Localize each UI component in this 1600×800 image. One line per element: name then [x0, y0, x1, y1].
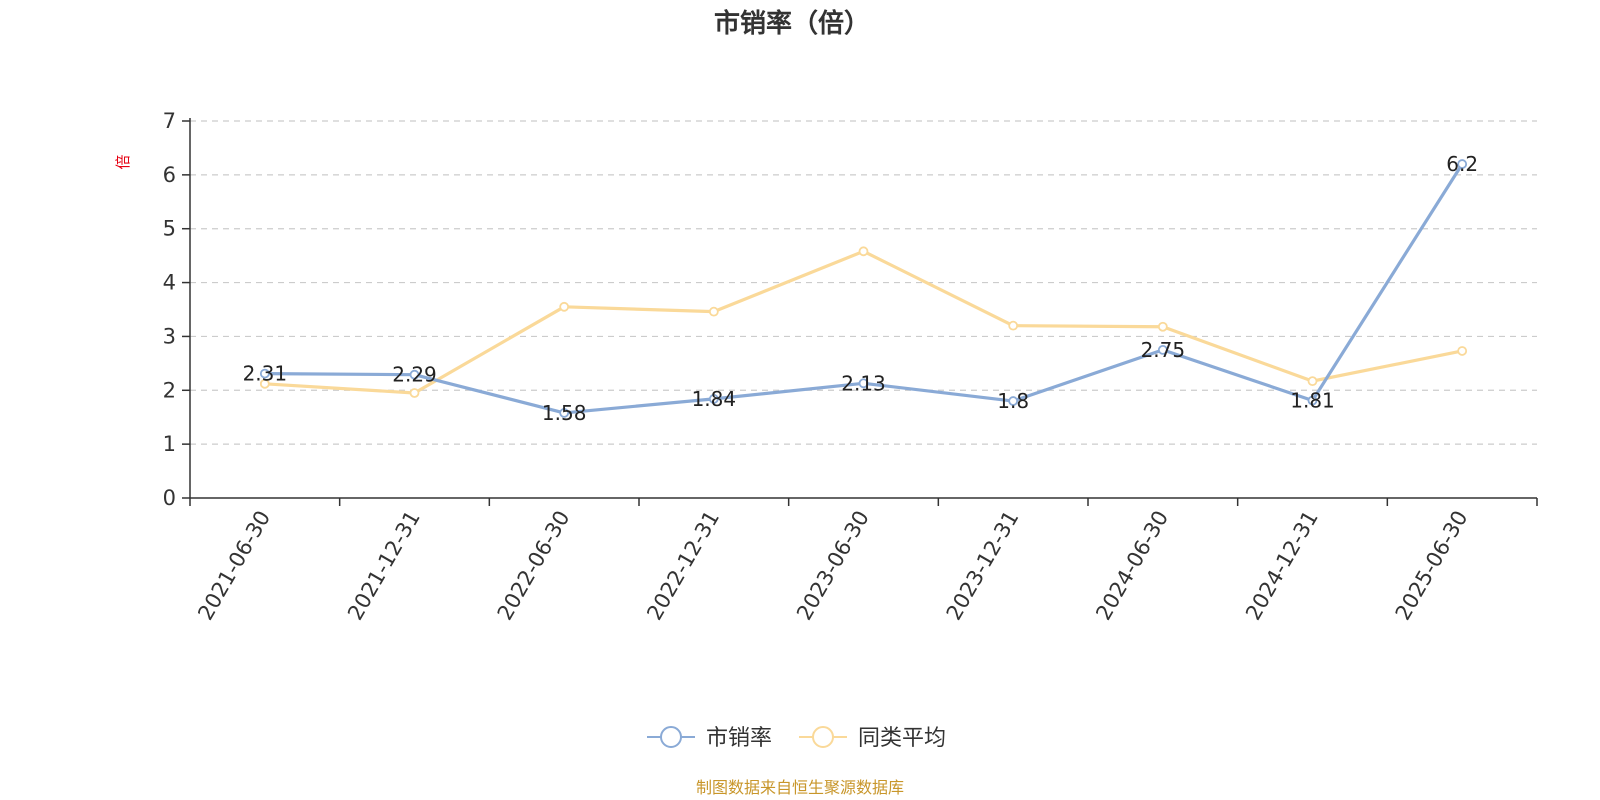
data-labels: 2.31 2.29 1.58 1.84 2.13 1.8 2.75 1.81 6.2: [243, 152, 1479, 425]
legend-marker-series-0: [660, 726, 682, 748]
x-tick-label: 2023-12-31: [942, 507, 1024, 625]
data-point-series-0[interactable]: [1457, 159, 1468, 169]
data-point-series-1[interactable]: [1457, 346, 1468, 356]
data-label: 1.84: [692, 387, 737, 411]
data-point-series-1[interactable]: [559, 301, 570, 312]
x-tick-label: 2022-06-30: [493, 507, 575, 625]
x-tick-label: 2021-06-30: [193, 507, 275, 625]
data-point-series-0[interactable]: [708, 394, 719, 404]
legend-item-series-1[interactable]: 同类平均: [799, 726, 946, 751]
chart-title: 市销率（倍）: [714, 8, 870, 39]
data-label: 1.8: [997, 389, 1029, 413]
data-point-series-1[interactable]: [1157, 321, 1168, 332]
data-point-series-0[interactable]: [858, 378, 869, 389]
grid-lines: [190, 120, 1537, 445]
data-label: 1.81: [1290, 389, 1335, 413]
y-tick-label: 7: [163, 109, 176, 133]
legend-label-series-0: 市销率: [706, 726, 772, 751]
y-axis-unit-label: 倍: [114, 154, 132, 169]
x-tick-label: 2022-12-31: [642, 507, 724, 625]
x-tick-label: 2023-06-30: [792, 507, 874, 625]
y-tick-label: 1: [163, 432, 176, 456]
axes: 0 1 2 3 4 5 6 7 2021-06-30 2021-12-31 2022-06-30 20…: [163, 109, 1538, 625]
data-point-series-0[interactable]: [1307, 395, 1318, 406]
legend-label-series-1: 同类平均: [858, 726, 946, 751]
data-label: 6.2: [1446, 152, 1478, 176]
data-point-series-0[interactable]: [259, 368, 270, 379]
data-label: 2.13: [841, 371, 886, 395]
data-point-series-1[interactable]: [858, 246, 869, 257]
legend-marker-series-1: [812, 726, 834, 748]
y-tick-label: 5: [163, 217, 176, 241]
data-label: 2.31: [243, 362, 288, 386]
data-label: 2.29: [392, 363, 437, 387]
legend: 市销率 同类平均: [647, 726, 946, 751]
data-point-series-1[interactable]: [409, 388, 420, 398]
data-point-series-0[interactable]: [1008, 396, 1019, 406]
data-label: 1.58: [542, 401, 587, 425]
data-point-series-0[interactable]: [409, 369, 420, 380]
data-point-series-0[interactable]: [559, 408, 570, 418]
data-point-series-1[interactable]: [1307, 376, 1318, 387]
source-note: 制图数据来自恒生聚源数据库: [696, 778, 904, 797]
x-tick-label: 2025-06-30: [1391, 507, 1473, 625]
y-tick-label: 4: [163, 271, 176, 295]
y-tick-label: 2: [163, 378, 176, 402]
x-tick-label: 2021-12-31: [343, 507, 425, 625]
data-point-series-1[interactable]: [1008, 320, 1019, 331]
y-tick-label: 3: [163, 324, 176, 348]
y-tick-label: 0: [163, 486, 176, 510]
series-lines: [259, 159, 1468, 418]
data-point-series-0[interactable]: [1157, 344, 1168, 355]
data-label: 2.75: [1141, 338, 1186, 362]
x-tick-label: 2024-06-30: [1091, 507, 1173, 625]
x-tick-label: 2024-12-31: [1241, 507, 1323, 625]
legend-item-series-0[interactable]: 市销率: [647, 726, 772, 751]
data-point-series-1[interactable]: [259, 378, 270, 389]
y-tick-label: 6: [163, 163, 176, 187]
data-point-series-1[interactable]: [708, 306, 719, 317]
